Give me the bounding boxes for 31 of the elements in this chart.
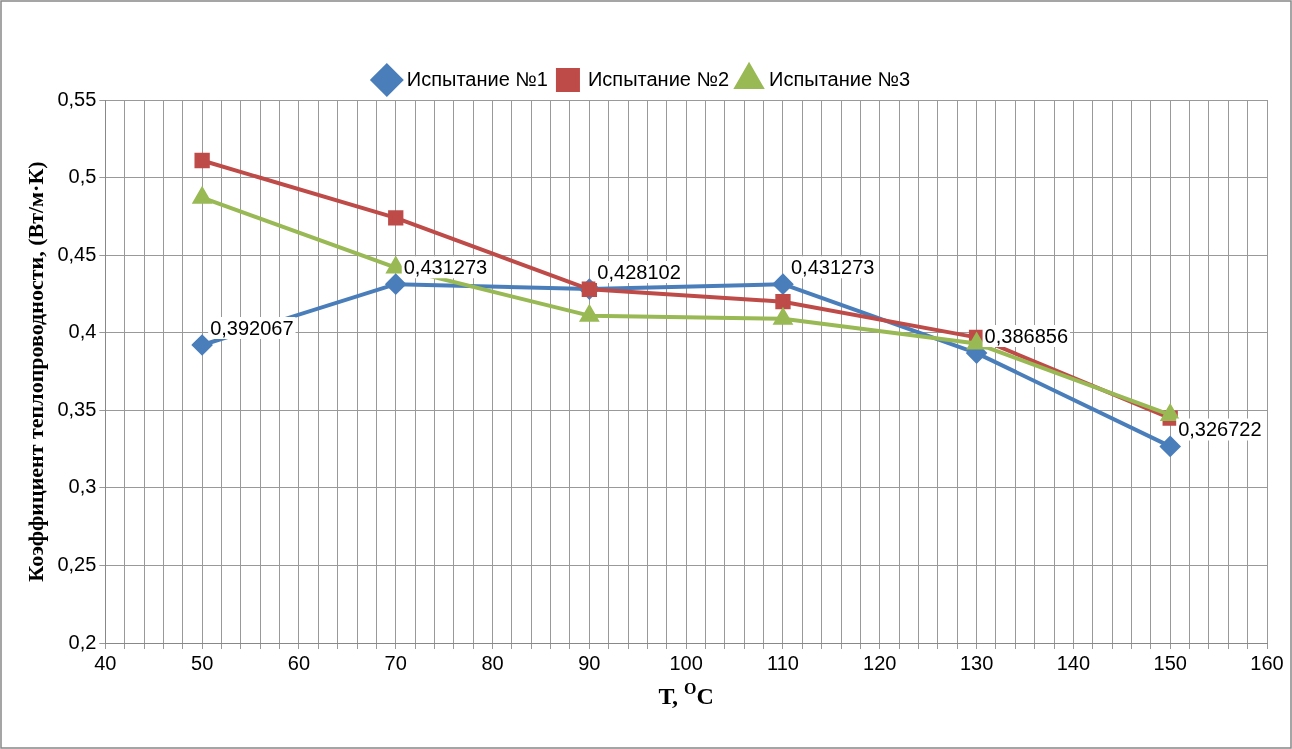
y-tick-label: 0,4 xyxy=(68,320,97,343)
x-tick-label: 90 xyxy=(578,651,601,674)
x-tick-label: 150 xyxy=(1153,651,1187,674)
x-tick-label: 110 xyxy=(767,651,799,674)
data-label: 0,392067 xyxy=(210,316,294,339)
y-tick-label: 0,55 xyxy=(57,87,97,110)
x-tick-label: 70 xyxy=(384,651,407,674)
legend-label: Испытание №3 xyxy=(769,67,911,90)
y-tick-label: 0,25 xyxy=(57,552,97,575)
data-label: 0,386856 xyxy=(984,324,1068,347)
x-tick-label: 160 xyxy=(1250,651,1284,674)
y-axis-title: Коэффициент теплопроводности, (Вт/м·К) xyxy=(22,161,48,582)
y-tick-label: 0,5 xyxy=(68,165,97,188)
y-tick-label: 0,3 xyxy=(68,475,97,498)
x-tick-label: 80 xyxy=(481,651,504,674)
x-tick-label: 60 xyxy=(287,651,311,674)
x-tick-label: 50 xyxy=(191,651,214,674)
legend-label: Испытание №2 xyxy=(587,67,730,90)
data-label: 0,431273 xyxy=(790,255,875,278)
data-label: 0,428102 xyxy=(597,260,681,283)
x-tick-label: 140 xyxy=(1056,651,1091,674)
y-tick-label: 0,35 xyxy=(57,397,97,420)
x-tick-label: 130 xyxy=(959,651,994,674)
data-label: 0,326722 xyxy=(1178,417,1262,440)
legend-label: Испытание №1 xyxy=(406,67,548,90)
x-tick-label: 120 xyxy=(863,651,897,674)
y-tick-label: 0,45 xyxy=(57,242,97,265)
x-tick-label: 40 xyxy=(94,651,117,674)
x-tick-label: 100 xyxy=(669,651,703,674)
data-label: 0,431273 xyxy=(403,255,488,278)
y-tick-label: 0,2 xyxy=(68,630,97,653)
